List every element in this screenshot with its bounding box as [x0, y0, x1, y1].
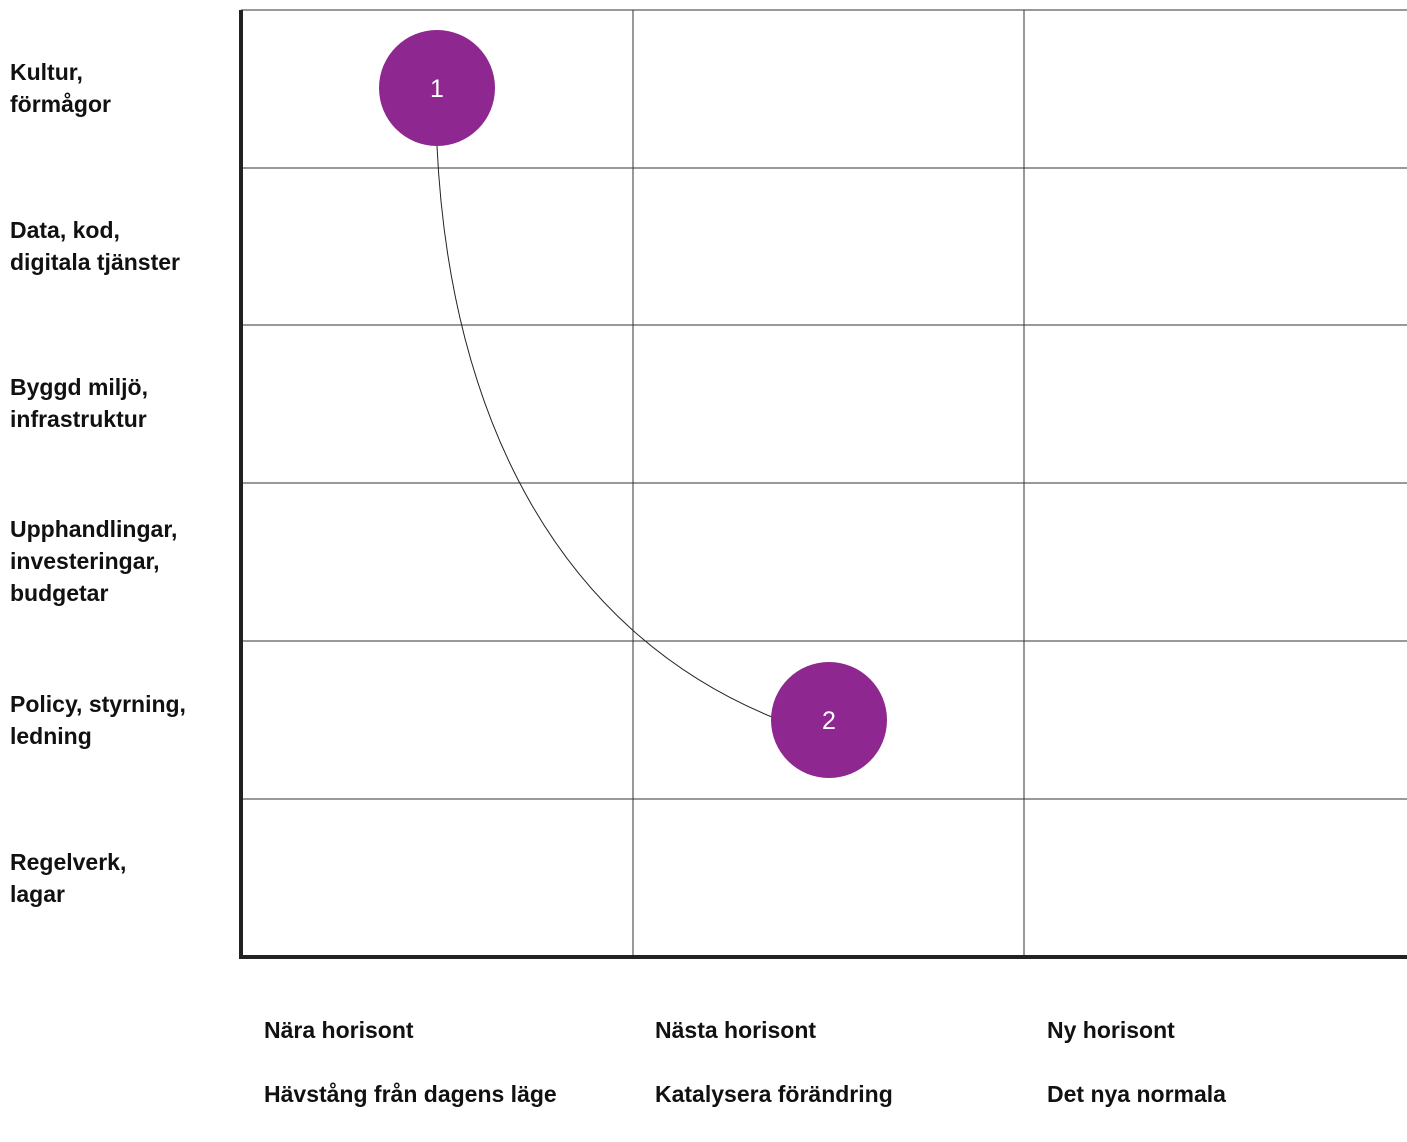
column-subtitle-nara: Hävstång från dagens läge [264, 1081, 557, 1107]
marker-2-label: 2 [822, 707, 836, 735]
column-title-nasta: Nästa horisont [655, 1017, 817, 1043]
marker-1-circle [379, 30, 495, 146]
column-title-nara: Nära horisont [264, 1017, 414, 1043]
connector-curve [436, 145, 773, 718]
horizon-grid: 1 2 [239, 9, 1407, 959]
row-label-kultur: Kultur, förmågor [10, 59, 111, 117]
marker-2: 2 [771, 662, 887, 778]
marker-2-circle [771, 662, 887, 778]
row-label-upphandlingar: Upphandlingar, investeringar, budgetar [10, 516, 178, 606]
column-title-ny: Ny horisont [1047, 1017, 1175, 1043]
marker-1-label: 1 [430, 75, 444, 103]
marker-1: 1 [379, 30, 495, 146]
grid-lines [241, 9, 1407, 957]
column-subtitle-ny: Det nya normala [1047, 1081, 1226, 1107]
row-label-regelverk: Regelverk, lagar [10, 849, 127, 907]
row-label-data: Data, kod, digitala tjänster [10, 217, 180, 275]
row-label-byggd-miljo: Byggd miljö, infrastruktur [10, 374, 148, 432]
column-subtitle-nasta: Katalysera förändring [655, 1081, 893, 1107]
row-label-policy: Policy, styrning, ledning [10, 691, 186, 749]
